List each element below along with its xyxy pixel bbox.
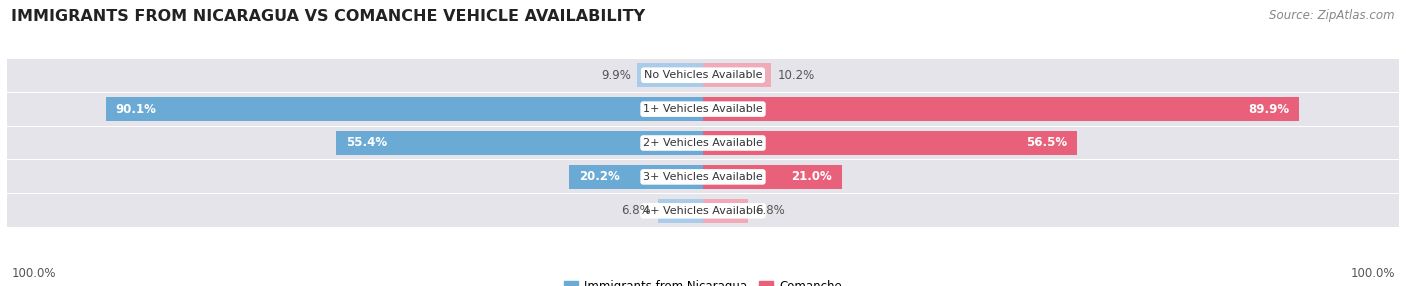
Bar	[703, 63, 770, 88]
Text: 20.2%: 20.2%	[579, 170, 620, 183]
Legend: Immigrants from Nicaragua, Comanche: Immigrants from Nicaragua, Comanche	[560, 276, 846, 286]
Text: 89.9%: 89.9%	[1247, 103, 1289, 116]
Text: 1+ Vehicles Available: 1+ Vehicles Available	[643, 104, 763, 114]
Bar	[703, 97, 1299, 121]
Bar	[703, 131, 1077, 155]
Bar	[7, 126, 1399, 160]
Bar	[105, 97, 703, 121]
Text: 3+ Vehicles Available: 3+ Vehicles Available	[643, 172, 763, 182]
Bar	[703, 165, 842, 189]
Bar	[703, 198, 748, 223]
Text: 56.5%: 56.5%	[1026, 136, 1067, 150]
Text: Source: ZipAtlas.com: Source: ZipAtlas.com	[1270, 9, 1395, 21]
Bar	[7, 93, 1399, 126]
Text: 100.0%: 100.0%	[1350, 267, 1395, 280]
Text: 55.4%: 55.4%	[346, 136, 387, 150]
Bar	[7, 160, 1399, 193]
Text: 4+ Vehicles Available: 4+ Vehicles Available	[643, 206, 763, 216]
Text: IMMIGRANTS FROM NICARAGUA VS COMANCHE VEHICLE AVAILABILITY: IMMIGRANTS FROM NICARAGUA VS COMANCHE VE…	[11, 9, 645, 23]
Bar	[7, 59, 1399, 92]
Bar	[7, 194, 1399, 227]
Text: 90.1%: 90.1%	[115, 103, 156, 116]
Text: 10.2%: 10.2%	[778, 69, 814, 82]
Text: 6.8%: 6.8%	[621, 204, 651, 217]
Bar	[637, 63, 703, 88]
Text: 6.8%: 6.8%	[755, 204, 785, 217]
Text: 2+ Vehicles Available: 2+ Vehicles Available	[643, 138, 763, 148]
Text: 100.0%: 100.0%	[11, 267, 56, 280]
Bar	[569, 165, 703, 189]
Text: No Vehicles Available: No Vehicles Available	[644, 70, 762, 80]
Bar	[658, 198, 703, 223]
Text: 21.0%: 21.0%	[792, 170, 832, 183]
Bar	[336, 131, 703, 155]
Text: 9.9%: 9.9%	[600, 69, 631, 82]
